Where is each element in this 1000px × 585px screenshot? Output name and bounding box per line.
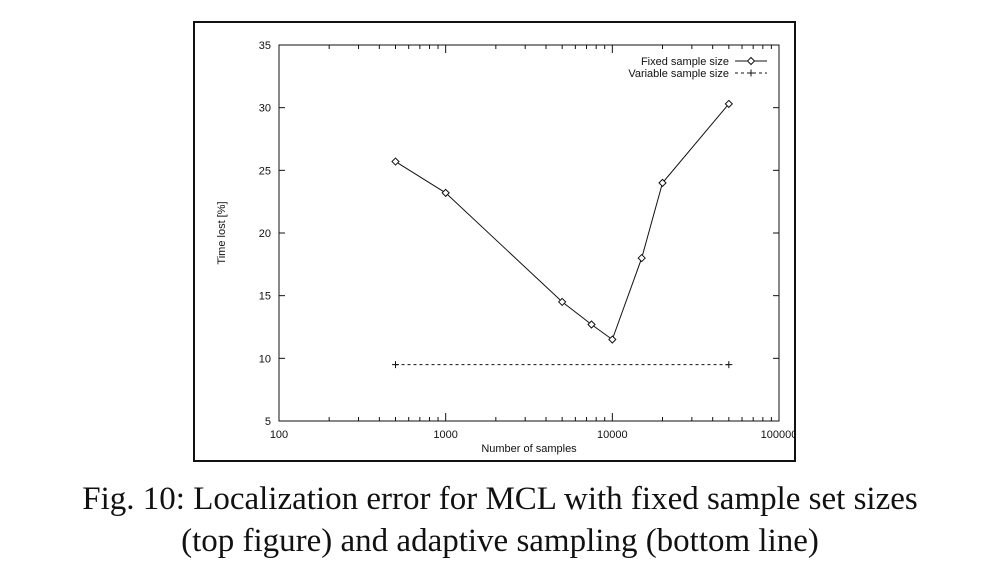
x-tick-label: 100 <box>270 429 288 441</box>
data-point-series-0 <box>724 99 734 109</box>
legend-label-0: Fixed sample size <box>641 56 729 68</box>
x-tick-label: 100000 <box>761 429 794 441</box>
y-tick-label: 10 <box>259 353 271 365</box>
legend-marker-0 <box>746 56 756 66</box>
data-point-series-1 <box>391 361 399 369</box>
data-point-series-0 <box>637 253 646 263</box>
data-point-series-0 <box>557 297 567 307</box>
data-point-series-1 <box>725 361 733 369</box>
data-point-series-0 <box>658 178 667 188</box>
data-point-series-0 <box>608 335 617 344</box>
y-axis-label: Time lost [%] <box>216 201 228 264</box>
data-point-series-0 <box>391 157 400 166</box>
y-tick-label: 35 <box>259 40 271 52</box>
figure-frame: 5 10 15 20 25 30 35 100 1000 10000 100000 Number of… <box>193 21 796 462</box>
legend-label-1: Variable sample size <box>628 68 729 80</box>
y-tick-label: 30 <box>259 103 271 115</box>
x-tick-label: 10000 <box>597 429 628 441</box>
y-tick-label: 5 <box>265 416 271 428</box>
caption-line-1: Fig. 10: Localization error for MCL with… <box>82 481 918 517</box>
figure-caption: Fig. 10: Localization error for MCL with… <box>0 478 1000 562</box>
x-axis-label: Number of samples <box>481 443 577 455</box>
x-tick-label: 1000 <box>433 429 457 441</box>
data-point-series-0 <box>441 188 450 198</box>
legend-marker-1 <box>747 69 755 77</box>
line-chart: 5 10 15 20 25 30 35 100 1000 10000 100000 Number of… <box>216 40 794 455</box>
caption-line-2: (top figure) and adaptive sampling (bott… <box>181 523 819 559</box>
series-line-0 <box>395 103 730 341</box>
y-tick-label: 25 <box>259 165 271 177</box>
y-tick-label: 15 <box>259 291 271 303</box>
data-point-series-0 <box>587 320 596 329</box>
y-tick-label: 20 <box>259 228 271 240</box>
